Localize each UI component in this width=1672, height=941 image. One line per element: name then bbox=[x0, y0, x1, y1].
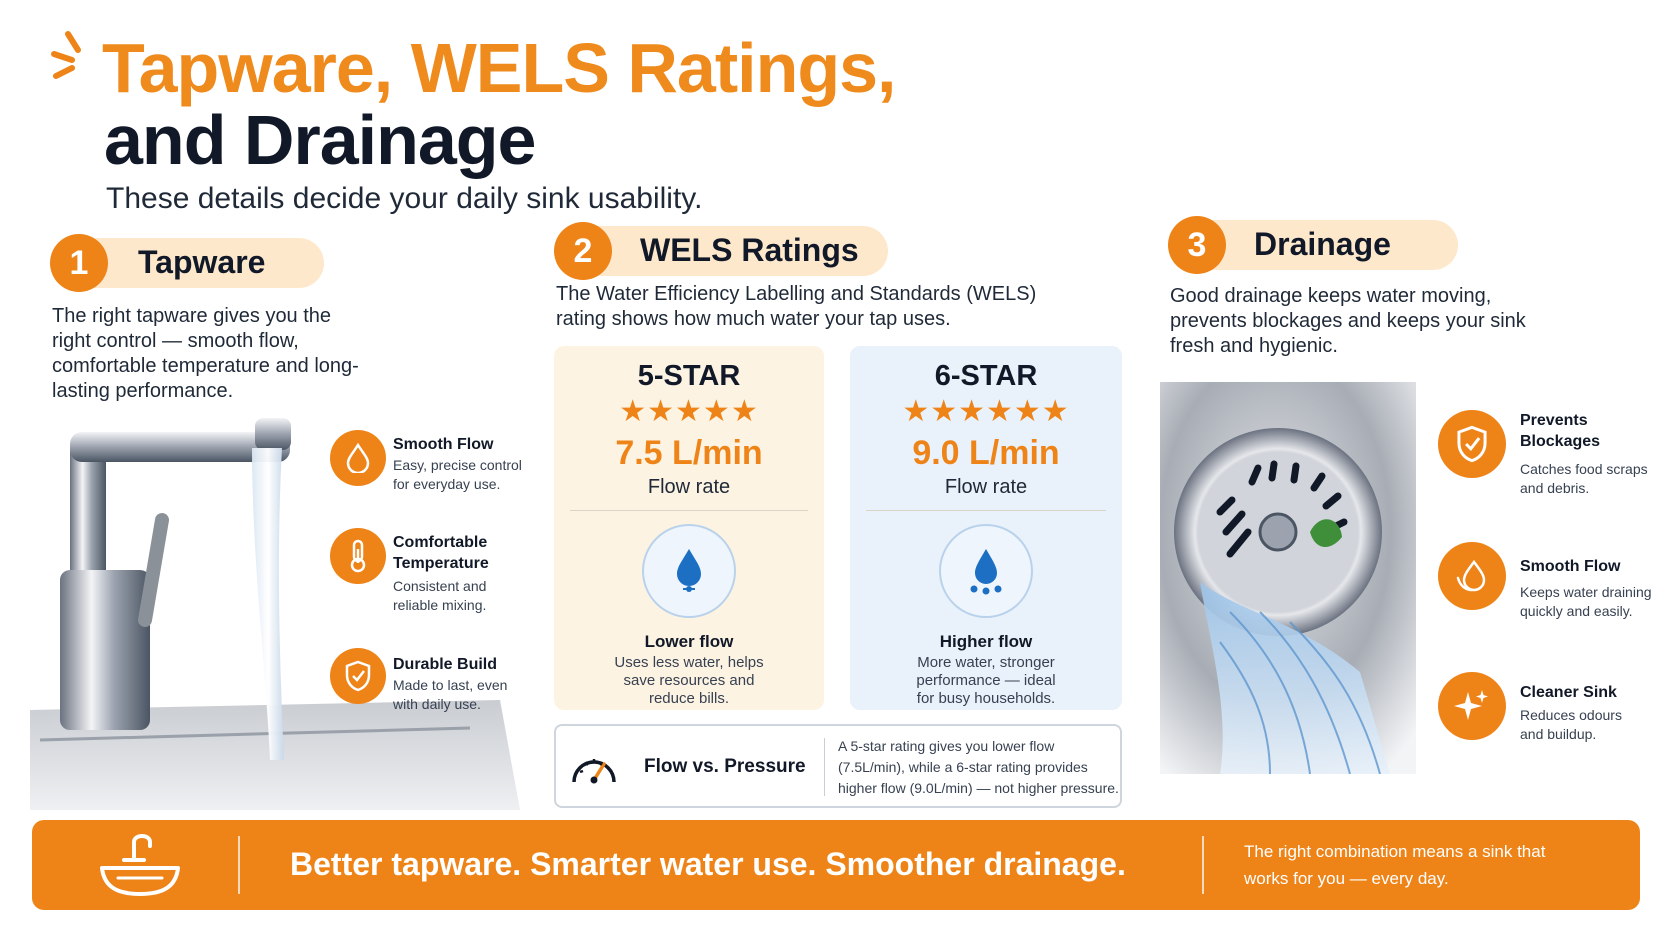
pressure-divider bbox=[824, 738, 825, 796]
tapware-feature-title: Comfortable Temperature bbox=[393, 534, 489, 572]
star-rating: ★★★★★★ bbox=[902, 395, 1070, 428]
tapware-feature-title: Smooth Flow bbox=[393, 436, 494, 453]
smooth-flow-icon bbox=[330, 430, 386, 486]
flow-rate-label: Flow rate bbox=[647, 476, 731, 498]
rating-title: 6-STAR bbox=[934, 360, 1038, 392]
page-subtitle: These details decide your daily sink usa… bbox=[106, 182, 703, 215]
cleaner-sink-icon bbox=[1438, 672, 1506, 740]
accent-burst-icon bbox=[51, 31, 81, 79]
footer-divider bbox=[238, 836, 240, 894]
star-rating: ★★★★★ bbox=[619, 395, 759, 428]
thermometer-icon bbox=[350, 539, 366, 573]
flow-rate-value: 9.0 L/min bbox=[912, 434, 1060, 472]
six-star-card: 6-STAR ★★★★★★ 9.0 L/min Flow rate Higher… bbox=[850, 346, 1122, 710]
card-divider bbox=[866, 510, 1106, 511]
lower-flow-badge bbox=[642, 524, 736, 618]
prevents-blockages-icon bbox=[1438, 410, 1506, 478]
drainage-number-badge: 3 bbox=[1168, 216, 1226, 274]
tap-illustration bbox=[30, 418, 520, 810]
drainage-feature-title: Cleaner Sink bbox=[1520, 684, 1617, 701]
flow-vs-pressure-note: A 5-star rating gives you lower flow (7.… bbox=[838, 738, 1119, 796]
tapware-feature-desc: Made to last, even with daily use. bbox=[393, 677, 508, 712]
temperature-icon bbox=[330, 528, 386, 584]
footer-tagline: Better tapware. Smarter water use. Smoot… bbox=[290, 846, 1126, 882]
smooth-flow-drain-icon bbox=[1438, 542, 1506, 610]
drainage-description: Good drainage keeps water moving, preven… bbox=[1170, 285, 1526, 357]
flow-rate-value: 7.5 L/min bbox=[615, 434, 763, 472]
water-drops-icon bbox=[970, 549, 1002, 595]
flow-rate-label: Flow rate bbox=[944, 476, 1028, 498]
wels-heading: WELS Ratings bbox=[640, 232, 859, 268]
card-divider bbox=[570, 510, 808, 511]
tapware-number-badge: 1 bbox=[50, 234, 108, 292]
flow-description: More water, stronger performance — ideal… bbox=[916, 654, 1056, 707]
drainage-feature-desc: Catches food scraps and debris. bbox=[1520, 461, 1648, 496]
drainage-heading: Drainage bbox=[1254, 226, 1391, 262]
wels-number-badge: 2 bbox=[554, 222, 612, 280]
tapware-feature-desc: Easy, precise control for everyday use. bbox=[393, 457, 522, 492]
tapware-description: The right tapware gives you the right co… bbox=[52, 305, 359, 402]
sparkle-icon bbox=[1454, 690, 1488, 720]
footer-banner: Better tapware. Smarter water use. Smoot… bbox=[32, 820, 1640, 910]
tapware-feature-desc: Consistent and reliable mixing. bbox=[393, 578, 487, 613]
footer-note: The right combination means a sink that … bbox=[1244, 842, 1546, 888]
flow-vs-pressure-label: Flow vs. Pressure bbox=[644, 756, 806, 777]
footer-divider bbox=[1202, 836, 1204, 894]
flow-vs-pressure-box: Flow vs. Pressure A 5-star rating gives … bbox=[554, 724, 1122, 808]
sink-tap-icon bbox=[100, 834, 180, 896]
higher-flow-badge bbox=[939, 524, 1033, 618]
flow-title: Higher flow bbox=[939, 632, 1033, 651]
rating-title: 5-STAR bbox=[637, 360, 741, 392]
durable-build-icon bbox=[330, 648, 386, 704]
tapware-feature-title: Durable Build bbox=[393, 656, 498, 673]
water-drop-icon bbox=[677, 549, 701, 592]
page-title-line-1: Tapware, WELS Ratings, bbox=[102, 29, 896, 107]
water-drop-icon bbox=[346, 443, 370, 473]
flow-drop-icon bbox=[1456, 559, 1486, 592]
drainage-feature-desc: Keeps water draining quickly and easily. bbox=[1520, 584, 1652, 619]
shield-check-icon bbox=[1457, 425, 1487, 463]
page-title-line-2: and Drainage bbox=[104, 101, 536, 179]
wels-pill bbox=[560, 226, 888, 276]
tapware-heading: Tapware bbox=[138, 244, 266, 280]
wels-description: The Water Efficiency Labelling and Stand… bbox=[556, 283, 1037, 330]
drainage-feature-desc: Reduces odours and buildup. bbox=[1520, 707, 1622, 742]
gauge-icon bbox=[572, 759, 616, 784]
flow-description: Uses less water, helps save resources an… bbox=[614, 654, 764, 707]
shield-check-icon bbox=[345, 660, 371, 692]
drainage-feature-title: Prevents Blockages bbox=[1520, 412, 1601, 450]
drain-illustration bbox=[1160, 382, 1416, 774]
five-star-card: 5-STAR ★★★★★ 7.5 L/min Flow rate Lower f… bbox=[554, 346, 824, 710]
drainage-feature-title: Smooth Flow bbox=[1520, 558, 1621, 575]
flow-title: Lower flow bbox=[644, 632, 734, 651]
